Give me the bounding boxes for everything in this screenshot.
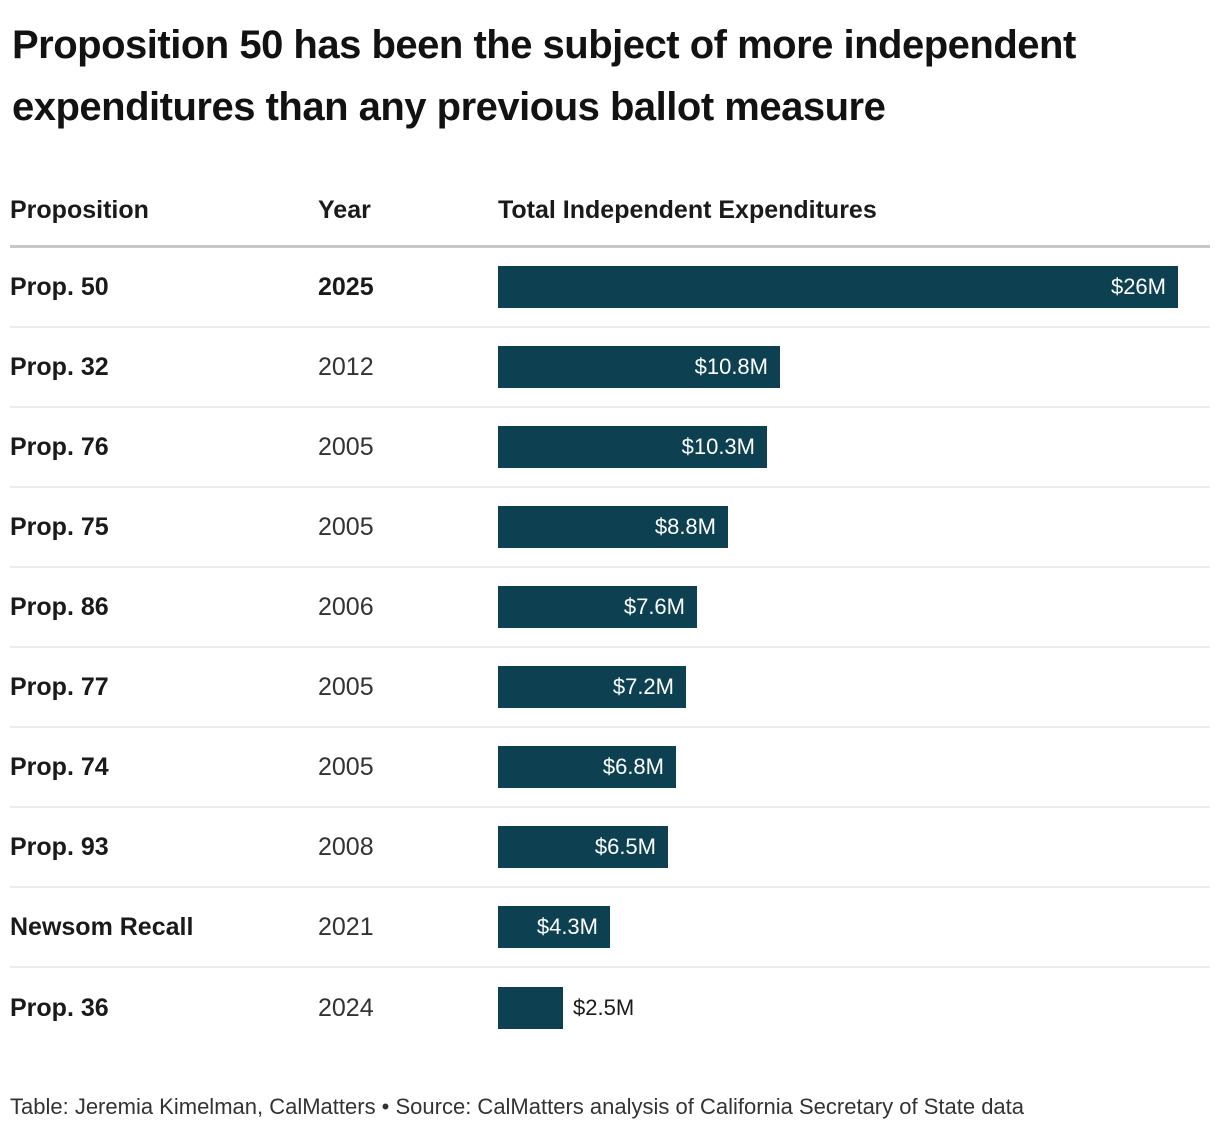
bar-value-label: $8.8M: [654, 514, 716, 539]
expenditure-bar: [498, 987, 563, 1029]
table-body: Prop. 50 2025 $26M Prop. 32 2012 $10.8M Prop. …: [10, 248, 1210, 1048]
year-label: 2008: [318, 832, 374, 861]
bar-cell: $6.8M: [498, 728, 1210, 806]
expenditure-bar: $7.6M: [498, 586, 697, 628]
bar-cell: $26M: [498, 248, 1210, 326]
bar-cell: $10.3M: [498, 408, 1210, 486]
column-header-proposition: Proposition: [10, 196, 149, 224]
expenditure-bar: $4.3M: [498, 906, 610, 948]
column-header-expenditures: Total Independent Expenditures: [498, 196, 877, 224]
proposition-label: Prop. 75: [10, 512, 109, 541]
bar-value-label: $2.5M: [573, 995, 635, 1020]
bar-value-label: $6.5M: [594, 834, 656, 859]
bar-cell: $2.5M: [498, 968, 1210, 1048]
proposition-label: Prop. 93: [10, 832, 109, 861]
bar-value-label: $4.3M: [536, 914, 598, 939]
table-row: Prop. 32 2012 $10.8M: [10, 328, 1210, 408]
year-label: 2025: [318, 272, 374, 301]
year-label: 2006: [318, 592, 374, 621]
bar-cell: $7.6M: [498, 568, 1210, 646]
expenditure-bar: $26M: [498, 266, 1178, 308]
table-row: Prop. 77 2005 $7.2M: [10, 648, 1210, 728]
year-label: 2012: [318, 352, 374, 381]
expenditure-bar: $6.8M: [498, 746, 676, 788]
year-label: 2024: [318, 993, 374, 1022]
year-label: 2005: [318, 432, 374, 461]
expenditures-table: Proposition Year Total Independent Expen…: [10, 196, 1210, 1048]
year-label: 2005: [318, 512, 374, 541]
bar-cell: $10.8M: [498, 328, 1210, 406]
bar-value-label: $26M: [1110, 274, 1166, 299]
proposition-label: Prop. 74: [10, 752, 109, 781]
bar-cell: $7.2M: [498, 648, 1210, 726]
proposition-label: Prop. 77: [10, 672, 109, 701]
attribution-footer: Table: Jeremia Kimelman, CalMatters • So…: [10, 1094, 1025, 1119]
table-row: Prop. 75 2005 $8.8M: [10, 488, 1210, 568]
table-row: Prop. 86 2006 $7.6M: [10, 568, 1210, 648]
proposition-label: Prop. 76: [10, 432, 109, 461]
table-row: Newsom Recall 2021 $4.3M: [10, 888, 1210, 968]
expenditure-bar: $10.8M: [498, 346, 780, 388]
table-row: Prop. 76 2005 $10.3M: [10, 408, 1210, 488]
bar-value-label: $7.2M: [612, 674, 674, 699]
bar-cell: $6.5M: [498, 808, 1210, 886]
proposition-label: Prop. 36: [10, 993, 109, 1022]
table-row: Prop. 93 2008 $6.5M: [10, 808, 1210, 888]
table-row: Prop. 36 2024 $2.5M: [10, 968, 1210, 1048]
proposition-label: Newsom Recall: [10, 912, 194, 941]
bar-value-label: $6.8M: [602, 754, 664, 779]
year-label: 2021: [318, 912, 374, 941]
proposition-label: Prop. 50: [10, 272, 109, 301]
table-row: Prop. 50 2025 $26M: [10, 248, 1210, 328]
expenditure-bar: $10.3M: [498, 426, 767, 468]
table-header: Proposition Year Total Independent Expen…: [10, 196, 1210, 248]
bar-cell: $8.8M: [498, 488, 1210, 566]
column-header-year: Year: [318, 196, 371, 224]
bar-value-label: $10.8M: [694, 354, 768, 379]
chart-title: Proposition 50 has been the subject of m…: [12, 23, 1076, 129]
expenditure-bar: $6.5M: [498, 826, 668, 868]
bar-value-label: $10.3M: [681, 434, 755, 459]
proposition-label: Prop. 32: [10, 352, 109, 381]
year-label: 2005: [318, 672, 374, 701]
year-label: 2005: [318, 752, 374, 781]
table-row: Prop. 74 2005 $6.8M: [10, 728, 1210, 808]
proposition-label: Prop. 86: [10, 592, 109, 621]
expenditure-bar: $7.2M: [498, 666, 686, 708]
bar-cell: $4.3M: [498, 888, 1210, 966]
expenditure-bar: $8.8M: [498, 506, 728, 548]
bar-value-label: $7.6M: [623, 594, 685, 619]
